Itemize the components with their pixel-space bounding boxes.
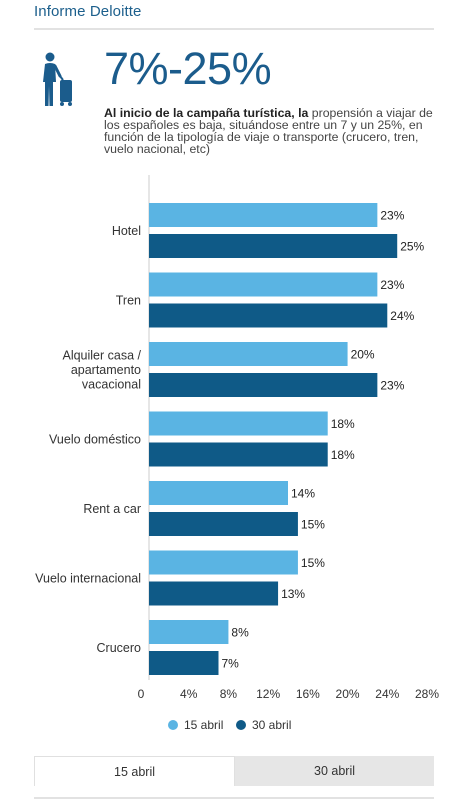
headline-range: 7%-25% (104, 43, 272, 94)
bar-2-4 (149, 512, 298, 536)
bar-chart: 23% 25% Hotel 23% 24% Tren 20% 23% Alquiler casa… (35, 175, 439, 701)
data-label-2-3: 18% (331, 448, 355, 462)
data-label-1-6: 8% (231, 626, 249, 640)
category-label-6: Crucero (97, 641, 142, 655)
legend-item-series-2: 30 abril (236, 718, 291, 732)
data-label-2-6: 7% (222, 657, 240, 671)
bar-2-1 (149, 303, 388, 328)
bar-2-5 (149, 581, 279, 606)
bar-1-3 (149, 411, 328, 436)
data-label-1-2: 20% (351, 348, 375, 362)
bar-1-4 (149, 481, 288, 505)
x-tick-label-5: 20% (336, 687, 360, 701)
x-tick-label-7: 28% (415, 687, 439, 701)
x-tick-label-6: 24% (375, 687, 399, 701)
legend-label-series-1: 15 abril (184, 718, 224, 732)
x-tick-label-2: 8% (220, 687, 238, 701)
description-bold: Al inicio de la campaña turística, la (104, 106, 309, 120)
description-text: Al inicio de la campaña turística, la pr… (104, 107, 434, 155)
bar-2-3 (149, 442, 328, 467)
bar-2-6 (149, 651, 219, 675)
category-label-5: Vuelo internacional (35, 572, 141, 586)
tab-30-abril[interactable]: 30 abril (235, 756, 434, 786)
legend-dot-series-2 (236, 720, 246, 730)
data-label-2-1: 24% (390, 309, 414, 323)
x-tick-label-0: 0 (138, 687, 145, 701)
category-label-1: Tren (116, 294, 141, 308)
category-label-2: Alquiler casa / apartamento vacacional (62, 349, 141, 392)
category-label-4: Rent a car (83, 502, 141, 516)
bottom-divider (34, 797, 434, 799)
category-label-0: Hotel (112, 224, 141, 238)
source-label: Informe Deloitte (34, 3, 142, 20)
x-tick-label-4: 16% (296, 687, 320, 701)
bar-2-0 (149, 234, 398, 258)
data-label-1-0: 23% (380, 209, 404, 223)
x-tick-label-1: 4% (180, 687, 198, 701)
legend-label-series-2: 30 abril (252, 718, 292, 732)
description-rest: propensión a viajar de los españoles es … (104, 106, 433, 156)
traveler-with-suitcase-icon (43, 52, 72, 106)
data-label-2-2: 23% (380, 379, 404, 393)
x-tick-label-3: 12% (256, 687, 280, 701)
data-label-1-3: 18% (331, 417, 355, 431)
category-label-3: Vuelo doméstico (49, 433, 141, 447)
date-tabs: 15 abril 30 abril (34, 756, 434, 786)
bar-1-6 (149, 620, 229, 644)
bar-2-2 (149, 373, 378, 397)
bar-1-2 (149, 342, 348, 366)
top-divider (34, 28, 434, 30)
legend-item-series-1: 15 abril (168, 718, 223, 732)
tab-15-abril[interactable]: 15 abril (34, 756, 235, 786)
chart-legend: 15 abril 30 abril (0, 718, 459, 736)
legend-dot-series-1 (168, 720, 178, 730)
bar-1-1 (149, 272, 378, 297)
data-label-2-5: 13% (281, 587, 305, 601)
data-label-1-1: 23% (380, 278, 404, 292)
data-label-2-4: 15% (301, 518, 325, 532)
data-label-1-4: 14% (291, 487, 315, 501)
data-label-2-0: 25% (400, 240, 424, 254)
bar-1-0 (149, 203, 378, 227)
bar-1-5 (149, 550, 298, 575)
data-label-1-5: 15% (301, 556, 325, 570)
